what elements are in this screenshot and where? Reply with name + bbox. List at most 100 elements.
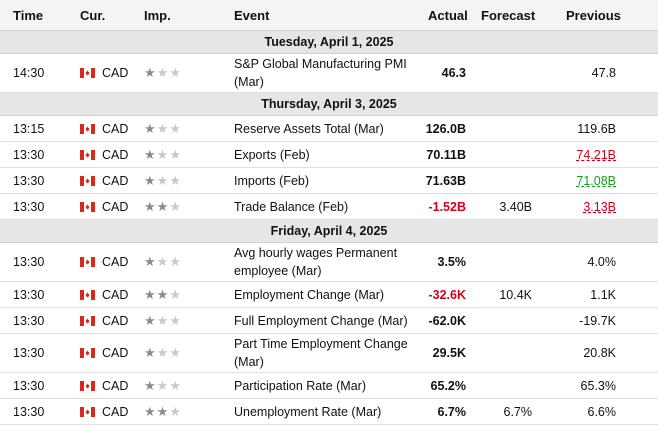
importance-stars: ★★★	[144, 147, 182, 163]
event-actual: 46.3	[441, 66, 466, 80]
event-currency: CAD	[102, 404, 129, 419]
event-previous: 4.0%	[587, 255, 617, 269]
event-name[interactable]: Trade Balance (Feb)	[234, 199, 349, 214]
table-row[interactable]: 13:30 CAD ★★★ Unemployment Rate (Mar) 6.7% 6.…	[0, 399, 658, 425]
event-time: 13:30	[13, 255, 45, 269]
event-actual: 29.5K	[432, 346, 466, 360]
canada-flag-icon	[80, 315, 95, 326]
event-time: 13:30	[13, 199, 45, 214]
event-actual: -32.6K	[428, 287, 466, 302]
table-body: Tuesday, April 1, 2025 14:30 CAD ★★★ S&P Glo…	[0, 31, 658, 425]
day-header: Friday, April 4, 2025	[0, 220, 658, 243]
event-name[interactable]: Imports (Feb)	[234, 173, 310, 188]
event-actual: -62.0K	[428, 313, 466, 328]
canada-flag-icon	[80, 175, 95, 186]
event-forecast: 3.40B	[499, 199, 532, 214]
importance-stars: ★★★	[144, 287, 182, 303]
star-icon: ★	[144, 172, 157, 188]
event-time: 13:30	[13, 346, 45, 360]
table-row[interactable]: 13:30 CAD ★★★ Exports (Feb) 70.11B 74.21B	[0, 142, 658, 168]
event-name[interactable]: Exports (Feb)	[234, 147, 310, 162]
importance-stars: ★★★	[144, 121, 182, 137]
event-name[interactable]: Employment Change (Mar)	[234, 287, 385, 302]
event-previous[interactable]: 71.08B	[576, 173, 616, 188]
header-time[interactable]: Time	[13, 8, 44, 23]
star-icon: ★	[144, 65, 157, 80]
event-name[interactable]: Full Employment Change (Mar)	[234, 313, 408, 328]
table-row[interactable]: 14:30 CAD ★★★ S&P Global Manufacturing PMI …	[0, 54, 658, 93]
event-forecast: 10.4K	[499, 287, 532, 302]
header-event[interactable]: Event	[234, 8, 270, 23]
event-name[interactable]: Avg hourly wages Permanent employee (Mar…	[234, 246, 398, 278]
importance-stars: ★★★	[144, 313, 182, 329]
table-row[interactable]: 13:30 CAD ★★★ Employment Change (Mar) -32.6K…	[0, 282, 658, 308]
event-previous: 1.1K	[590, 287, 616, 302]
event-currency: CAD	[102, 66, 129, 80]
table-row[interactable]: 13:30 CAD ★★★ Imports (Feb) 71.63B 71.08B	[0, 168, 658, 194]
event-currency: CAD	[102, 255, 129, 269]
table-row[interactable]: 13:30 CAD ★★★ Full Employment Change (Mar) -…	[0, 308, 658, 334]
event-currency: CAD	[102, 199, 129, 214]
canada-flag-icon	[80, 123, 95, 134]
header-previous[interactable]: Previous	[566, 8, 621, 23]
header-forecast[interactable]: Forecast	[481, 8, 536, 23]
star-icon: ★	[169, 312, 182, 328]
event-time: 13:30	[13, 287, 45, 302]
event-name[interactable]: Part Time Employment Change (Mar)	[234, 337, 408, 369]
event-previous: 47.8	[591, 66, 616, 80]
table-row[interactable]: 13:30 CAD ★★★ Avg hourly wages Permanent em…	[0, 243, 658, 282]
table-row[interactable]: 13:30 CAD ★★★ Part Time Employment Change (…	[0, 334, 658, 373]
event-currency: CAD	[102, 287, 129, 302]
event-actual: 3.5%	[437, 255, 467, 269]
star-icon: ★	[144, 312, 157, 328]
event-previous: 119.6B	[577, 121, 616, 136]
importance-stars: ★★★	[144, 378, 182, 394]
event-previous[interactable]: 3.13B	[583, 199, 616, 214]
day-header: Thursday, April 3, 2025	[0, 93, 658, 116]
header-currency[interactable]: Cur.	[80, 8, 106, 23]
event-time: 13:30	[13, 173, 45, 188]
event-previous: 20.8K	[583, 346, 616, 360]
event-name[interactable]: Unemployment Rate (Mar)	[234, 404, 382, 419]
star-icon: ★	[156, 254, 170, 269]
canada-flag-icon	[80, 380, 95, 391]
star-icon: ★	[156, 65, 170, 80]
star-icon: ★	[144, 377, 157, 393]
star-icon: ★	[169, 172, 182, 188]
canada-flag-icon	[80, 406, 95, 417]
event-currency: CAD	[102, 313, 129, 328]
event-previous: 65.3%	[580, 378, 616, 393]
table-row[interactable]: 13:15 CAD ★★★ Reserve Assets Total (Mar) 126…	[0, 116, 658, 142]
star-icon: ★	[144, 120, 157, 136]
event-time: 14:30	[13, 66, 45, 80]
event-time: 13:30	[13, 378, 45, 393]
importance-stars: ★★★	[144, 345, 182, 361]
table-row[interactable]: 13:30 CAD ★★★ Trade Balance (Feb) -1.52B 3.40…	[0, 194, 658, 220]
event-name[interactable]: S&P Global Manufacturing PMI (Mar)	[234, 57, 407, 89]
header-importance[interactable]: Imp.	[144, 8, 171, 23]
star-icon: ★	[156, 146, 170, 162]
event-name[interactable]: Reserve Assets Total (Mar)	[234, 121, 384, 136]
star-icon: ★	[144, 403, 157, 419]
event-time: 13:30	[13, 313, 45, 328]
table-row[interactable]: 13:30 CAD ★★★ Participation Rate (Mar) 65.2%…	[0, 373, 658, 399]
star-icon: ★	[169, 65, 182, 80]
canada-flag-icon	[80, 348, 95, 358]
star-icon: ★	[144, 254, 157, 269]
event-previous[interactable]: 74.21B	[576, 147, 616, 162]
event-previous: 6.6%	[587, 404, 617, 419]
star-icon: ★	[144, 286, 157, 302]
event-time: 13:30	[13, 404, 45, 419]
event-name[interactable]: Participation Rate (Mar)	[234, 378, 366, 393]
importance-stars: ★★★	[144, 254, 182, 270]
event-actual: 6.7%	[437, 404, 467, 419]
header-actual[interactable]: Actual	[428, 8, 468, 23]
event-currency: CAD	[102, 346, 129, 360]
star-icon: ★	[156, 172, 170, 188]
event-currency: CAD	[102, 147, 129, 162]
star-icon: ★	[169, 120, 182, 136]
star-icon: ★	[156, 120, 170, 136]
importance-stars: ★★★	[144, 173, 182, 189]
importance-stars: ★★★	[144, 65, 182, 81]
economic-calendar: Time Cur. Imp. Event Actual Forecast Pre…	[0, 0, 658, 425]
